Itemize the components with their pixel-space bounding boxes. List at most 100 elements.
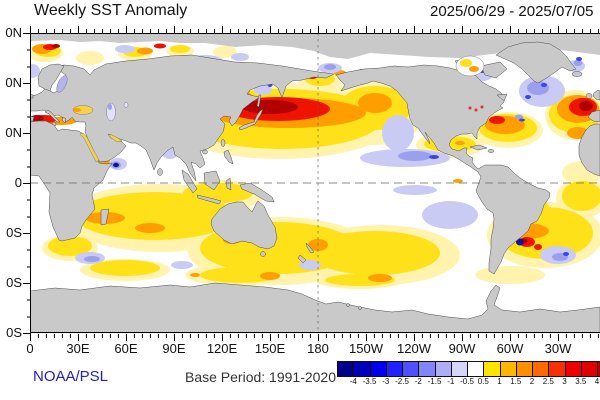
- lat-tick-label: 0N: [5, 25, 22, 40]
- lon-minor-ticks-bottom: [30, 334, 600, 338]
- lon-tick-label: 90E: [162, 341, 186, 356]
- lat-major-tick: [23, 333, 30, 334]
- lon-major-tick-bottom: [462, 334, 463, 341]
- lat-major-tick: [23, 83, 30, 84]
- lon-major-tick-bottom: [270, 334, 271, 341]
- lat-tick-label: 0S: [6, 225, 22, 240]
- page-title: Weekly SST Anomaly: [34, 2, 188, 19]
- noaa-psl-credit: NOAA/PSL: [33, 368, 109, 385]
- colorbar-tick-label: 2.5: [542, 377, 554, 386]
- lat-tick-label: 0N: [5, 75, 22, 90]
- lon-tick-label: 30E: [66, 341, 90, 356]
- lon-tick-label: 180: [307, 341, 329, 356]
- sakhalin: [256, 94, 262, 108]
- britain: [592, 89, 600, 101]
- lon-tick-label: 60E: [114, 341, 138, 356]
- lon-major-tick-top: [222, 26, 223, 33]
- lon-tick-label: 0: [26, 341, 34, 356]
- colorbar-cell: [549, 362, 566, 376]
- lat-tick-label: 0S: [6, 325, 22, 340]
- red-sea: [79, 132, 100, 163]
- taiwan: [220, 139, 226, 147]
- lat-tick-label: 0S: [6, 275, 22, 290]
- lon-tick-label: 150E: [254, 341, 286, 356]
- colorbar-cell: [500, 362, 517, 376]
- australia: [210, 200, 278, 250]
- lon-major-tick-top: [510, 26, 511, 33]
- inland-seas: [56, 55, 485, 163]
- colorbar-cell: [403, 362, 420, 376]
- lon-major-tick-top: [414, 26, 415, 33]
- aral-sea: [123, 102, 129, 108]
- lon-tick-label: 120W: [397, 341, 431, 356]
- newfoundland: [496, 93, 508, 102]
- madagascar: [100, 208, 110, 226]
- colorbar-cell: [484, 362, 501, 376]
- new-zealand-south: [297, 254, 307, 264]
- iceland: [571, 71, 583, 77]
- lon-major-tick-top: [30, 26, 31, 33]
- lon-tick-label: 60W: [496, 341, 524, 356]
- colorbar-cell: [419, 362, 436, 376]
- lon-major-tick-bottom: [318, 334, 319, 341]
- lon-major-tick-top: [270, 26, 271, 33]
- lon-major-tick-top: [78, 26, 79, 33]
- base-period-label: Base Period: 1991-2020: [185, 369, 336, 385]
- ireland: [585, 93, 593, 99]
- lat-tick-label: 0N: [5, 125, 22, 140]
- greece: [61, 116, 67, 124]
- greenland: [495, 41, 577, 84]
- lon-tick-label: 150W: [349, 341, 383, 356]
- colorbar-tick-label: -4: [349, 377, 357, 386]
- baffin-island: [480, 61, 508, 79]
- colorbar-cell: [386, 362, 403, 376]
- lat-major-tick: [23, 183, 30, 184]
- lon-major-tick-top: [462, 26, 463, 33]
- colorbar-tick-label: 0.5: [477, 377, 489, 386]
- arctic-ice-cap: [30, 33, 600, 59]
- persian-gulf: [109, 133, 123, 143]
- date-range: 2025/06/29 - 2025/07/05: [430, 3, 594, 20]
- cuba: [469, 144, 488, 151]
- lat-major-tick: [23, 33, 30, 34]
- lon-major-tick-top: [558, 26, 559, 33]
- lon-major-tick-bottom: [222, 334, 223, 341]
- iberia: [587, 109, 600, 123]
- colorbar-cell: [468, 362, 485, 376]
- lon-major-tick-bottom: [78, 334, 79, 341]
- colorbar-cell: [354, 362, 371, 376]
- scandinavia: [37, 63, 65, 92]
- lat-major-tick: [23, 133, 30, 134]
- lon-tick-label: 120E: [206, 341, 238, 356]
- lon-major-tick-bottom: [174, 334, 175, 341]
- philippines: [223, 149, 234, 165]
- colorbar-tick-label: -2.5: [395, 377, 409, 386]
- colorbar: [337, 361, 600, 377]
- colorbar-cell: [533, 362, 550, 376]
- colorbar-cell: [516, 362, 533, 376]
- lat-tick-label: 0: [14, 175, 22, 190]
- great-lakes: [468, 106, 472, 110]
- colorbar-tick-label: -0.5: [460, 377, 474, 386]
- landmasses: [30, 33, 600, 333]
- colorbar-tick-label: -3: [382, 377, 390, 386]
- java: [196, 194, 222, 205]
- new-guinea: [239, 182, 275, 203]
- tasmania: [260, 251, 266, 257]
- colorbar-cell: [598, 362, 600, 376]
- sulawesi: [225, 177, 232, 191]
- lon-tick-label: 30W: [544, 341, 572, 356]
- colorbar-tick-label: 1.5: [510, 377, 522, 386]
- colorbar-tick-label: -2: [414, 377, 422, 386]
- antarctica: [30, 282, 600, 333]
- north-and-south-america: [335, 64, 551, 275]
- lon-major-tick-bottom: [414, 334, 415, 341]
- new-zealand-north: [305, 242, 315, 254]
- lon-tick-label: 90W: [448, 341, 476, 356]
- colorbar-cell: [451, 362, 468, 376]
- colorbar-tick-label: 1: [497, 377, 502, 386]
- colorbar-cell: [370, 362, 387, 376]
- lon-minor-ticks-top: [30, 29, 600, 33]
- lon-major-tick-top: [366, 26, 367, 33]
- colorbar-tick-label: -1: [447, 377, 455, 386]
